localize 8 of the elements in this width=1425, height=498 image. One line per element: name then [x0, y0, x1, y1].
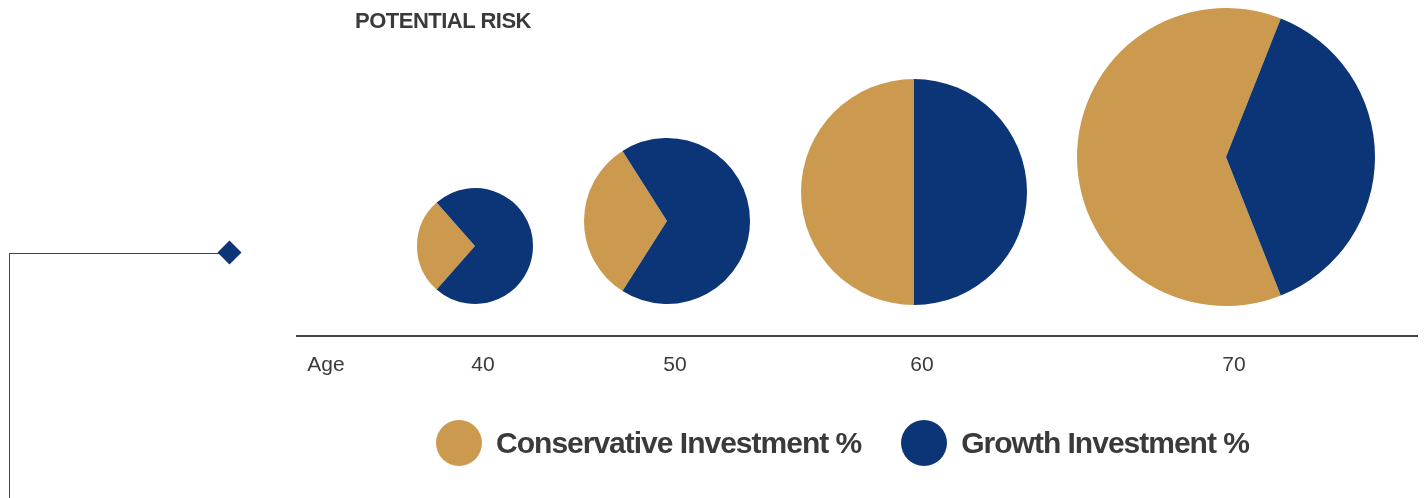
legend-label: Growth Investment %: [961, 426, 1249, 460]
text: Age: [307, 352, 345, 376]
text: 70: [1222, 352, 1246, 376]
text: 60: [910, 352, 934, 376]
text: 40: [471, 352, 495, 376]
text: 50: [663, 352, 687, 376]
chart-title: POTENTIAL RISK: [355, 8, 531, 34]
legend-label: Conservative Investment %: [496, 426, 862, 460]
